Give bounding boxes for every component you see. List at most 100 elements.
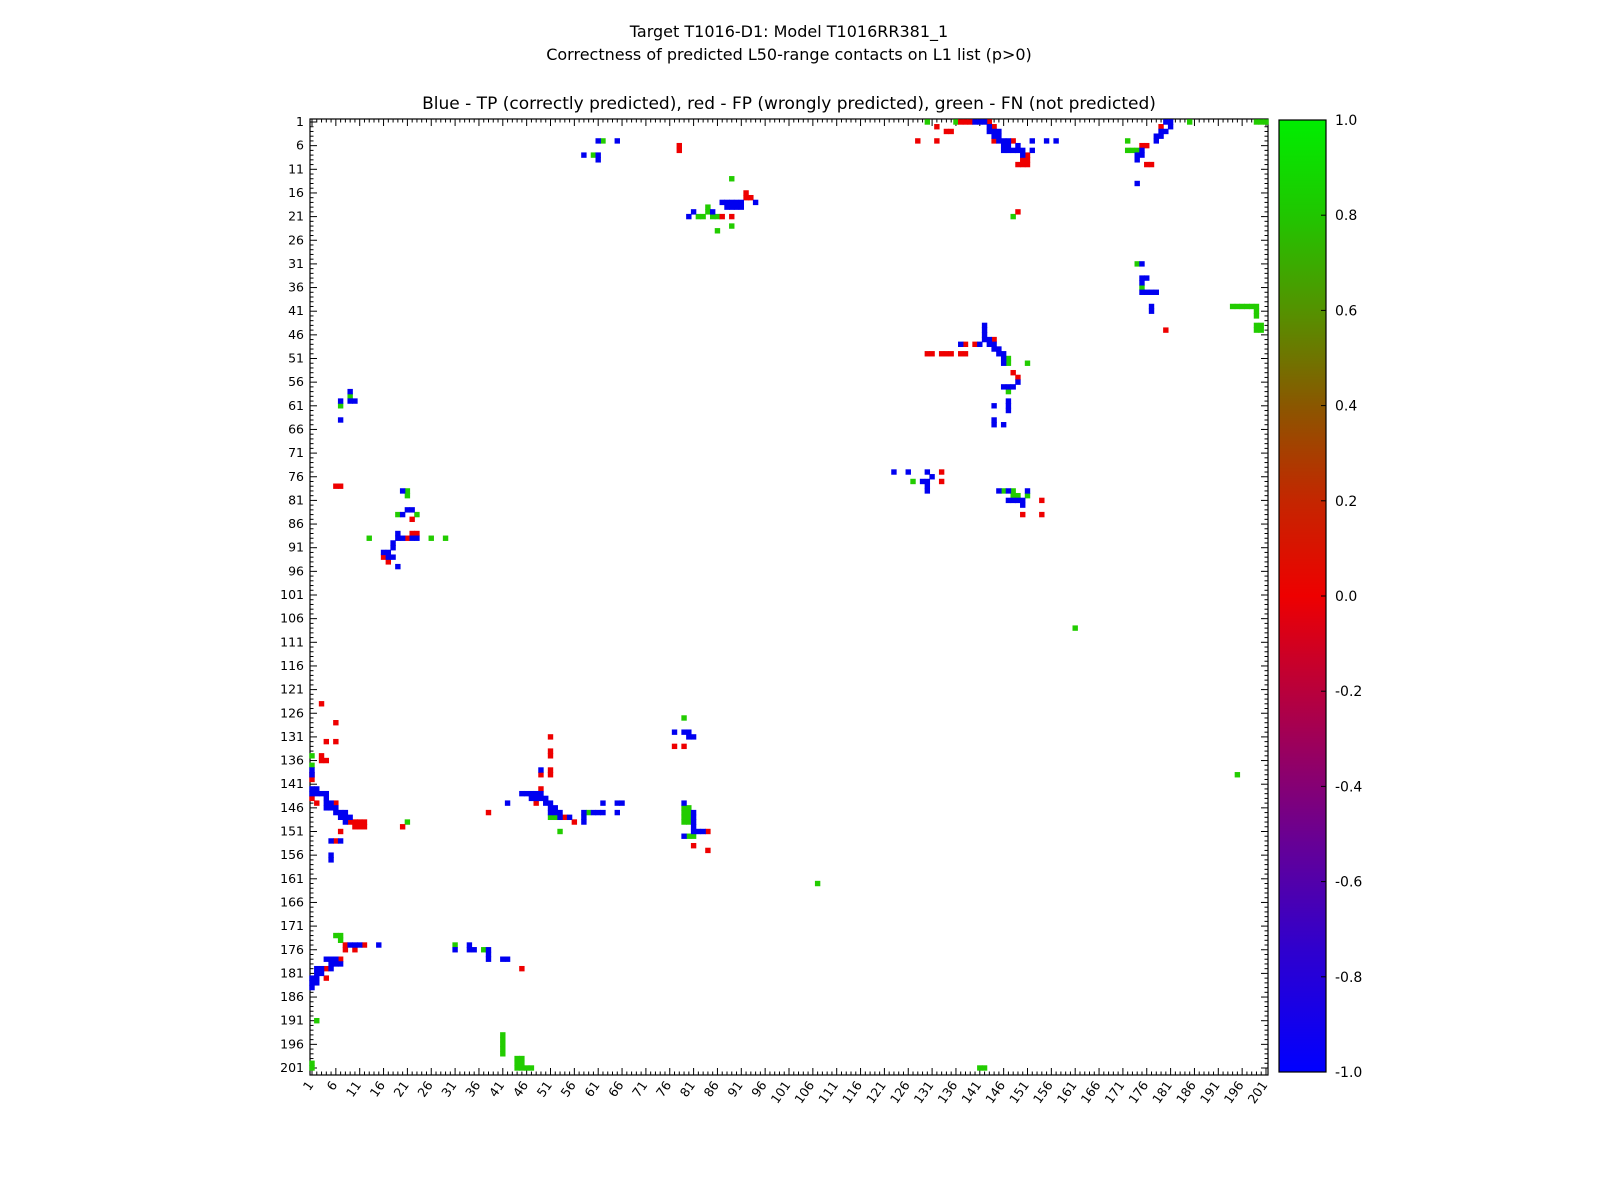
x-tick-label: 196 bbox=[1221, 1078, 1247, 1106]
y-tick-label: 111 bbox=[280, 634, 304, 649]
x-tick-label: 111 bbox=[815, 1078, 841, 1106]
y-tick-label: 166 bbox=[280, 894, 304, 909]
y-tick-label: 21 bbox=[288, 209, 304, 224]
x-tick-label: 61 bbox=[581, 1078, 602, 1100]
y-tick-label: 176 bbox=[280, 942, 304, 957]
x-tick-label: 6 bbox=[323, 1078, 340, 1093]
y-tick-label: 146 bbox=[280, 800, 304, 815]
y-tick-label: 131 bbox=[280, 729, 304, 744]
x-tick-label: 136 bbox=[934, 1078, 960, 1106]
colorbar-tick-label: 0.2 bbox=[1335, 494, 1357, 510]
axis-ticks bbox=[310, 119, 1268, 1075]
points-fn bbox=[309, 119, 1269, 1071]
y-tick-label: 1 bbox=[296, 114, 304, 129]
y-tick-label: 126 bbox=[280, 705, 304, 720]
y-tick-label: 11 bbox=[288, 161, 304, 176]
x-tick-label: 181 bbox=[1149, 1078, 1175, 1106]
x-tick-label: 26 bbox=[414, 1078, 435, 1100]
x-tick-label: 21 bbox=[390, 1078, 411, 1100]
x-tick-label: 66 bbox=[605, 1078, 626, 1100]
x-tick-label: 76 bbox=[653, 1078, 674, 1100]
x-tick-label: 186 bbox=[1173, 1078, 1199, 1106]
figure-suptitle-line2: Correctness of predicted L50-range conta… bbox=[546, 45, 1032, 64]
colorbar-tick-label: 0.0 bbox=[1335, 589, 1357, 605]
x-tick-label: 56 bbox=[557, 1078, 578, 1100]
y-tick-label: 196 bbox=[280, 1036, 304, 1051]
points-tp bbox=[309, 119, 1174, 991]
x-tick-label: 116 bbox=[839, 1078, 865, 1106]
x-tick-label: 71 bbox=[629, 1078, 650, 1100]
y-tick-label: 16 bbox=[288, 185, 304, 200]
x-tick-label: 1 bbox=[300, 1078, 317, 1093]
x-tick-label: 146 bbox=[982, 1078, 1008, 1106]
y-tick-label: 41 bbox=[288, 303, 304, 318]
y-tick-label: 51 bbox=[288, 351, 304, 366]
y-tick-label: 81 bbox=[288, 492, 304, 507]
colorbar-tick-label: -0.4 bbox=[1335, 779, 1362, 795]
x-tick-label: 46 bbox=[510, 1078, 531, 1100]
y-tick-label: 91 bbox=[288, 540, 304, 555]
x-tick-label: 101 bbox=[767, 1078, 793, 1106]
y-tick-label: 171 bbox=[280, 918, 304, 933]
colorbar-tick-label: -0.2 bbox=[1335, 684, 1362, 700]
y-tick-label: 36 bbox=[288, 280, 304, 295]
colorbar-labels: 1.0 0.8 0.6 0.4 0.2 0.0 -0.2 -0.4 -0.6 -0.8 -1.0 bbox=[1321, 113, 1362, 1081]
y-tick-label: 116 bbox=[280, 658, 304, 673]
colorbar-tick-label: 0.8 bbox=[1335, 208, 1357, 224]
y-tick-label: 96 bbox=[288, 563, 304, 578]
plot-border bbox=[309, 118, 1269, 1076]
y-tick-label: 76 bbox=[288, 469, 304, 484]
y-tick-label: 156 bbox=[280, 847, 304, 862]
colorbar-tick-label: 0.6 bbox=[1335, 303, 1357, 319]
figure-suptitle-line1: Target T1016-D1: Model T1016RR381_1 bbox=[629, 22, 949, 41]
y-tick-label: 86 bbox=[288, 516, 304, 531]
y-tick-label: 71 bbox=[288, 445, 304, 460]
y-tick-label: 61 bbox=[288, 398, 304, 413]
y-tick-label: 6 bbox=[296, 138, 304, 153]
x-tick-label: 131 bbox=[911, 1078, 937, 1106]
x-tick-label: 31 bbox=[438, 1078, 459, 1100]
x-tick-label: 161 bbox=[1054, 1078, 1080, 1106]
x-tick-label: 16 bbox=[367, 1078, 388, 1100]
colorbar-tick-label: 1.0 bbox=[1335, 113, 1357, 129]
y-tick-label: 121 bbox=[280, 682, 304, 697]
x-tick-label: 91 bbox=[724, 1078, 745, 1100]
colorbar-tick-label: -0.8 bbox=[1335, 970, 1362, 986]
x-tick-label: 126 bbox=[887, 1078, 913, 1106]
y-tick-label: 66 bbox=[288, 421, 304, 436]
x-tick-label: 81 bbox=[677, 1078, 698, 1100]
y-tick-label: 191 bbox=[280, 1013, 304, 1028]
x-tick-label: 96 bbox=[748, 1078, 769, 1100]
y-tick-label: 56 bbox=[288, 374, 304, 389]
x-tick-label: 11 bbox=[343, 1078, 364, 1100]
y-tick-label: 151 bbox=[280, 824, 304, 839]
y-tick-label: 101 bbox=[280, 587, 304, 602]
colorbar-tick-label: -0.6 bbox=[1335, 875, 1362, 891]
y-tick-label: 106 bbox=[280, 611, 304, 626]
y-tick-label: 136 bbox=[280, 753, 304, 768]
x-tick-label: 151 bbox=[1006, 1078, 1032, 1106]
x-tick-label: 201 bbox=[1244, 1078, 1270, 1106]
x-tick-label: 156 bbox=[1030, 1078, 1056, 1106]
y-tick-label: 161 bbox=[280, 871, 304, 886]
y-tick-label: 181 bbox=[280, 965, 304, 980]
y-tick-label: 141 bbox=[280, 776, 304, 791]
y-tick-label: 186 bbox=[280, 989, 304, 1004]
x-tick-label: 171 bbox=[1101, 1078, 1127, 1106]
x-tick-label: 86 bbox=[700, 1078, 721, 1100]
y-tick-label: 46 bbox=[288, 327, 304, 342]
x-tick-label: 41 bbox=[486, 1078, 507, 1100]
y-tick-label: 26 bbox=[288, 232, 304, 247]
x-tick-label: 51 bbox=[534, 1078, 555, 1100]
x-tick-label: 36 bbox=[462, 1078, 483, 1100]
y-tick-label: 31 bbox=[288, 256, 304, 271]
x-tick-label: 166 bbox=[1078, 1078, 1104, 1106]
colorbar-tick-label: -1.0 bbox=[1335, 1065, 1362, 1081]
colorbar bbox=[1278, 119, 1327, 1073]
plot-title-legend: Blue - TP (correctly predicted), red - F… bbox=[422, 94, 1156, 114]
x-tick-label: 121 bbox=[863, 1078, 889, 1106]
points-fp bbox=[309, 119, 1169, 981]
x-tick-label: 141 bbox=[958, 1078, 984, 1106]
